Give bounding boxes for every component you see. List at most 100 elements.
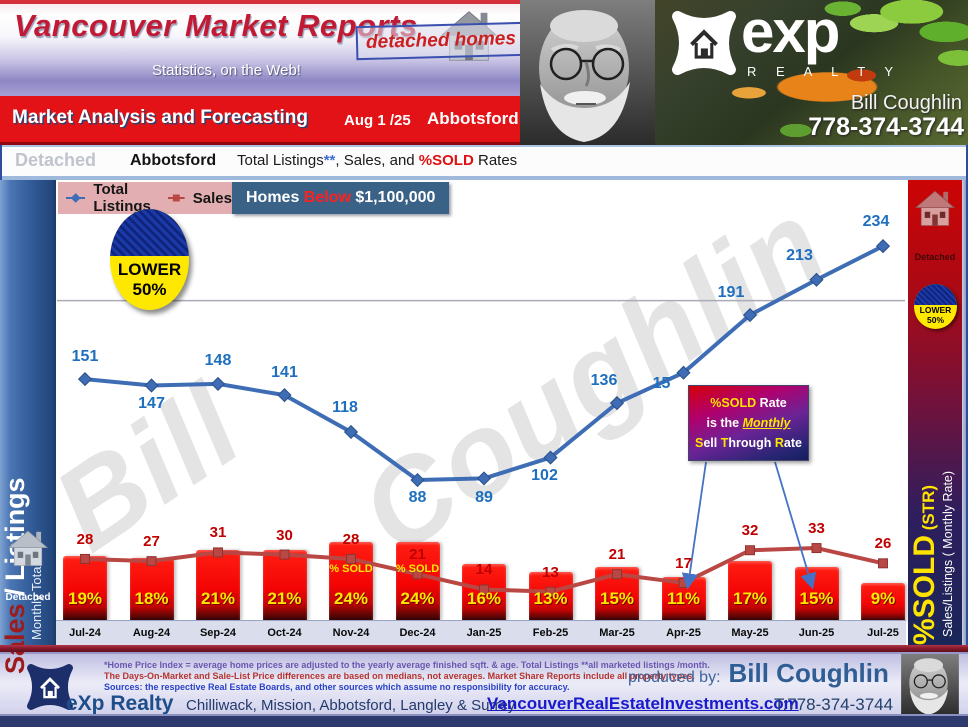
left-sidebar-title: Sales / Listings Monthly Totals xyxy=(0,334,54,674)
sales-value: 14 xyxy=(475,561,493,579)
x-axis-month: Dec-24 xyxy=(399,627,436,639)
x-axis-month: Nov-24 xyxy=(332,627,370,639)
callout-text: R xyxy=(774,436,784,450)
disclaimer-line1: *Home Price Index = average home prices … xyxy=(104,660,710,670)
x-axis-month: Sep-24 xyxy=(199,627,237,639)
listings-value: 213 xyxy=(786,246,813,264)
footer-cities: Chilliwack, Mission, Abbotsford, Langley… xyxy=(186,697,516,714)
bottom-maroon-band xyxy=(0,645,968,652)
koi-pond-photo: exp R E A L T Y Bill Coughlin 778-374-37… xyxy=(655,0,968,145)
house-icon xyxy=(7,530,49,566)
listings-value: 102 xyxy=(531,466,558,484)
listings-value: 118 xyxy=(332,398,358,416)
pct-sold-bar xyxy=(196,550,240,621)
listings-value: 89 xyxy=(475,489,493,507)
callout-text: Rate xyxy=(756,396,787,410)
footer-phone: T:778-374-3744 xyxy=(774,695,894,714)
sales-marker-icon xyxy=(168,194,185,202)
website-link[interactable]: VancouverRealEstateInvestments.com xyxy=(487,694,799,713)
callout-text: is the xyxy=(706,416,743,430)
title-sold: %SOLD xyxy=(418,152,474,169)
listings-value: 234 xyxy=(862,213,890,231)
sales-value: 27 xyxy=(143,533,160,551)
sidebar-rate-sublabel: Sales/Listings ( Monthly Rate) xyxy=(941,470,955,637)
sales-value: 21 xyxy=(608,546,626,564)
strip-divider xyxy=(0,176,968,180)
pct-sold-value: 18% xyxy=(134,589,169,608)
exp-realty-word: R E A L T Y xyxy=(747,64,902,79)
disclaimer-line3: Sources: the respective Real Estate Boar… xyxy=(104,682,570,692)
pct-sold-tag: % SOLD xyxy=(329,563,373,575)
produced-by-label: produced by: xyxy=(628,669,721,686)
x-axis-month: Jun-25 xyxy=(798,627,835,639)
pct-sold-bar xyxy=(329,542,373,621)
title-part: Total Listings xyxy=(237,152,324,169)
homes-pre: Homes xyxy=(246,189,304,206)
exp-brand-word: exp xyxy=(741,0,840,65)
listings-value: 191 xyxy=(717,284,745,302)
callout-text: %SOLD xyxy=(710,396,757,410)
x-axis-month: Jul-24 xyxy=(69,627,101,639)
pct-sold-value: 13% xyxy=(533,589,568,608)
homes-below-banner: Homes Below $1,100,000 xyxy=(232,182,450,214)
segment-label: Detached xyxy=(15,150,97,170)
right-sidebar: Detached LOWER 50% %SOLD (STR) Sales/Lis… xyxy=(908,180,962,645)
callout-text: hrough xyxy=(728,436,775,450)
listings-value: 136 xyxy=(590,372,618,390)
listings-value: 88 xyxy=(408,489,427,507)
pct-sold-value: 24% xyxy=(400,589,435,608)
pct-sold-tag: % SOLD xyxy=(395,563,440,575)
sales-value: 17 xyxy=(675,554,692,572)
pct-sold-value: 21% xyxy=(267,589,302,608)
agent-photo-small xyxy=(901,654,959,716)
pct-sold-value: 24% xyxy=(333,589,369,608)
top-red-line xyxy=(0,0,968,4)
callout-text: ell xyxy=(703,436,721,450)
listings-value: 148 xyxy=(204,351,232,369)
callout-text: ate xyxy=(783,436,802,450)
house-icon xyxy=(914,190,956,226)
pie-upper-half xyxy=(110,209,189,257)
pct-sold-value: 19% xyxy=(67,589,103,608)
sidebar-detached-label: Detached xyxy=(914,252,956,262)
agent-name: Bill Coughlin xyxy=(850,92,962,114)
left-sidebar: Sales / Listings Monthly Totals Detached xyxy=(0,180,56,674)
sales-value: 13 xyxy=(542,563,559,581)
report-title: Vancouver Market Reports xyxy=(14,8,418,43)
listings-value: 147 xyxy=(138,394,165,412)
pct-sold-value: 17% xyxy=(732,589,768,608)
sales-value: 33 xyxy=(808,520,825,538)
title-part: Rates xyxy=(473,152,518,169)
exp-logo-icon xyxy=(27,664,73,710)
homes-price: $1,100,000 xyxy=(350,189,436,206)
x-axis-month: Apr-25 xyxy=(666,627,701,639)
strip-top-line xyxy=(0,145,968,147)
pct-sold-value: 15% xyxy=(599,589,635,608)
listings-value: 151 xyxy=(71,348,99,366)
exp-logo-icon xyxy=(672,11,736,75)
total-listings-marker-icon xyxy=(66,193,86,203)
sold-rate-callout: %SOLD Rate is the Monthly Sell Through R… xyxy=(688,385,809,461)
lower50-pie-small: LOWER 50% xyxy=(914,284,957,329)
callout-text: Monthly xyxy=(742,416,791,430)
bottom-navy-bar xyxy=(0,714,968,727)
pie-label: LOWER 50% xyxy=(914,305,957,325)
band-date: Aug 1 /25 xyxy=(344,112,411,129)
produced-by: produced by: Bill Coughlin xyxy=(628,658,889,689)
pie-label-lower: LOWER xyxy=(117,259,182,279)
right-sidebar-title: %SOLD (STR) Sales/Listings ( Monthly Rat… xyxy=(908,385,962,645)
band-title: Market Analysis and Forecasting xyxy=(12,107,309,128)
pct-sold-value: 9% xyxy=(870,589,896,608)
sidebar-detached-label: Detached xyxy=(5,592,51,603)
report-subtitle: Statistics, on the Web! xyxy=(152,62,301,79)
disclaimer-line2: The Days-On-Market and Sale-List Price d… xyxy=(104,671,695,681)
sidebar-str-label: (STR) xyxy=(919,484,938,535)
pie-upper-half xyxy=(914,284,957,305)
produced-by-name: Bill Coughlin xyxy=(728,658,889,688)
footer-brand: eXp Realty xyxy=(66,692,174,715)
pct-sold-bar xyxy=(262,550,307,621)
x-axis-month: Feb-25 xyxy=(532,627,569,639)
sales-value: 31 xyxy=(209,524,227,542)
sales-value: 28 xyxy=(342,530,360,548)
